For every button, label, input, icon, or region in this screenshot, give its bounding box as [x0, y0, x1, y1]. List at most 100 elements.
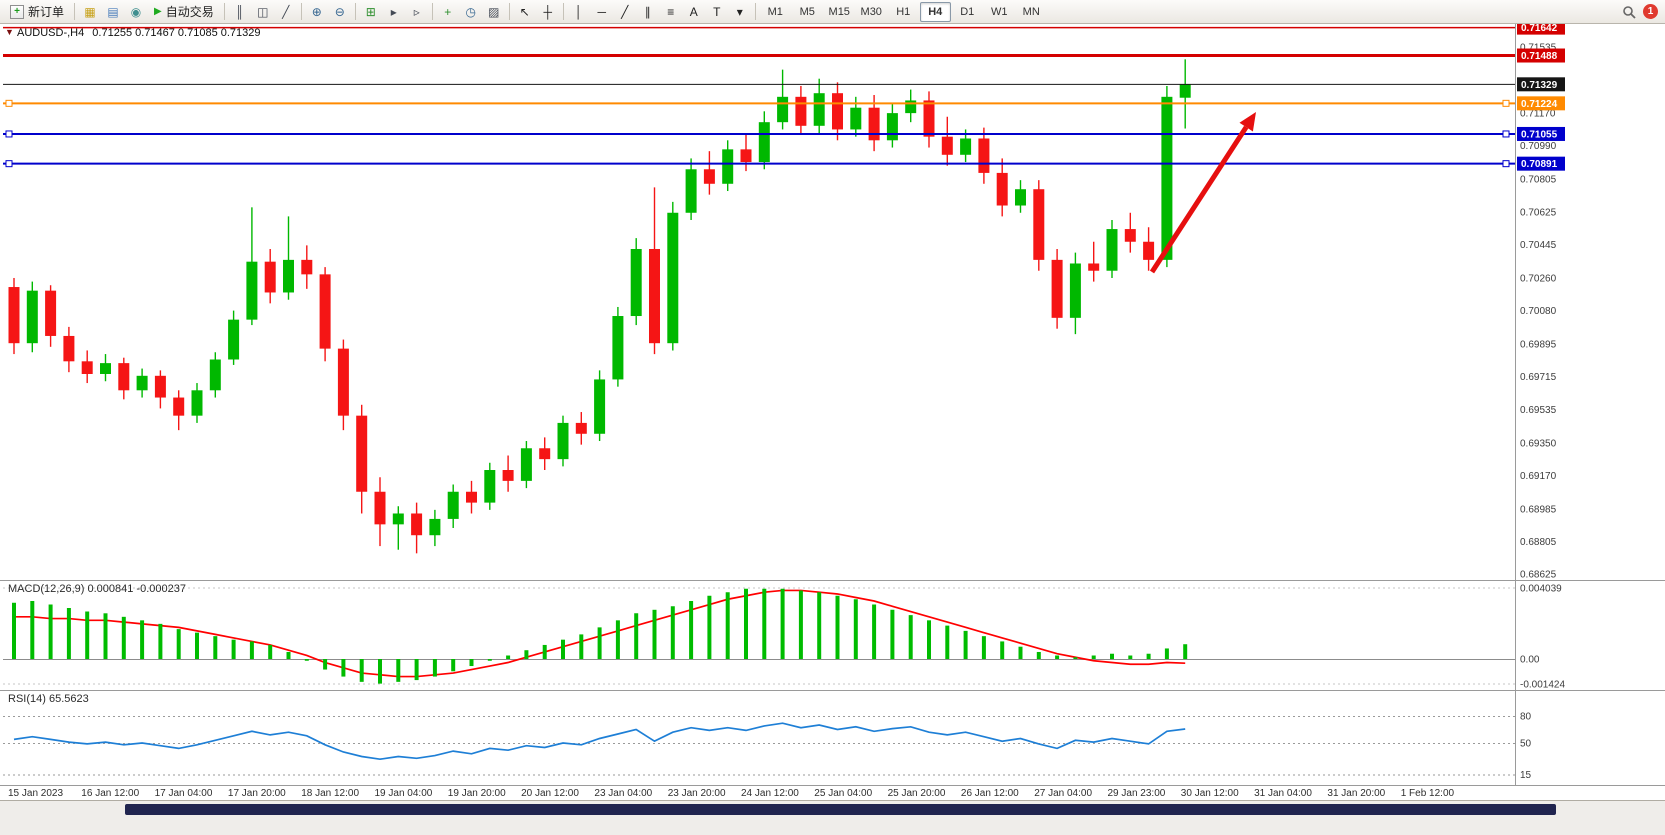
level-current-price[interactable]: 0.71329: [3, 77, 1565, 92]
price-axis[interactable]: 0.71535 0.71170 0.70990 0.70805 0.70625 0.704…: [1520, 43, 1557, 581]
level-support-lower[interactable]: 0.70891: [3, 156, 1565, 171]
level-resistance-upper[interactable]: 0.71642: [3, 20, 1565, 35]
svg-text:0.70080: 0.70080: [1520, 306, 1557, 317]
chart-title: AUDUSD-,H4 0.71255 0.71467 0.71085 0.713…: [17, 27, 261, 39]
svg-text:31 Jan 20:00: 31 Jan 20:00: [1327, 788, 1385, 799]
timeframe-button-h4[interactable]: H4: [919, 1, 951, 22]
candles: [8, 59, 1191, 554]
svg-text:25 Jan 20:00: 25 Jan 20:00: [888, 788, 946, 799]
auto-scroll-icon[interactable]: ▸: [390, 4, 397, 19]
charts-icon[interactable]: ▦: [84, 4, 96, 19]
svg-text:0.71329: 0.71329: [1521, 80, 1558, 91]
time-axis[interactable]: 15 Jan 2023 16 Jan 12:00 17 Jan 04:00 17 Ja…: [8, 788, 1455, 799]
text-icon[interactable]: A: [689, 4, 698, 19]
shapes-icon[interactable]: ▾: [736, 4, 743, 19]
timeframe-button-m5[interactable]: M5: [799, 5, 815, 18]
macd-indicator-label: MACD(12,26,9) 0.000841 -0.000237: [8, 583, 186, 595]
toolbar-icon-group: ▦ ▤ ◉: [79, 1, 147, 22]
svg-text:0.69350: 0.69350: [1520, 438, 1557, 449]
periods-icon[interactable]: ◷: [465, 4, 476, 19]
zoom-out-icon[interactable]: ⊖: [334, 4, 345, 19]
chart-shift-icon[interactable]: ▹: [413, 4, 420, 19]
zoom-in-icon[interactable]: ⊕: [311, 4, 322, 19]
level-resistance-lower[interactable]: 0.71488: [3, 48, 1565, 63]
search-icon[interactable]: [1622, 5, 1636, 19]
candlestick-chart-icon[interactable]: ◫: [257, 4, 269, 19]
chart-symbol-period: AUDUSD-,H4: [17, 27, 85, 39]
tile-windows-icon[interactable]: ⊞: [365, 4, 376, 19]
line-chart-icon[interactable]: ╱: [282, 4, 290, 19]
svg-text:27 Jan 04:00: 27 Jan 04:00: [1034, 788, 1092, 799]
svg-text:0.71642: 0.71642: [1521, 23, 1558, 34]
level-handle: [1502, 160, 1510, 168]
toolbar-icon-groups: ║ ◫ ╱ ⊕ ⊖ ⊞ ▸ ▹ + ◷ ▨ ↖ ┼ │ ─ ╱ ∥ ≡ A T ▾: [229, 1, 751, 22]
timeframe-button-mn[interactable]: MN: [1022, 5, 1040, 18]
timeframe-button-d1[interactable]: D1: [960, 5, 975, 18]
new-order-icon: +: [10, 4, 24, 19]
timeframe-button-w1[interactable]: W1: [990, 5, 1008, 18]
svg-text:-0.001424: -0.001424: [1520, 680, 1565, 691]
timeframe-button-m15[interactable]: M15: [828, 5, 850, 18]
svg-text:0.70625: 0.70625: [1520, 207, 1557, 218]
toolbar: + 新订单 ▦ ▤ ◉ ▶ 自动交易 ║ ◫ ╱ ⊕ ⊖ ⊞ ▸ ▹ + ◷ ▨ ↖ ┼ │ ─ ╱ ∥ ≡ A T ▾ M…: [0, 0, 1665, 24]
new-order-button[interactable]: + 新订单: [4, 1, 70, 23]
label-icon[interactable]: T: [713, 4, 721, 19]
add-indicator-icon[interactable]: +: [444, 4, 452, 19]
autotrading-icon: ▶: [154, 6, 162, 17]
price-badge: [1517, 48, 1565, 63]
level-support-upper[interactable]: 0.71055: [3, 126, 1565, 141]
svg-text:26 Jan 12:00: 26 Jan 12:00: [961, 788, 1019, 799]
svg-text:0.69715: 0.69715: [1520, 372, 1557, 383]
svg-text:16 Jan 12:00: 16 Jan 12:00: [81, 788, 139, 799]
svg-text:24 Jan 12:00: 24 Jan 12:00: [741, 788, 799, 799]
news-icon[interactable]: ◉: [130, 4, 142, 19]
level-handle: [5, 130, 13, 138]
bar-chart-icon[interactable]: ║: [235, 4, 244, 19]
svg-text:0.004039: 0.004039: [1520, 584, 1562, 595]
svg-text:17 Jan 20:00: 17 Jan 20:00: [228, 788, 286, 799]
trendline-icon[interactable]: ╱: [621, 4, 629, 19]
svg-text:23 Jan 20:00: 23 Jan 20:00: [668, 788, 726, 799]
timeframe-button-m30[interactable]: M30: [860, 5, 882, 18]
svg-text:0.71535: 0.71535: [1520, 43, 1557, 54]
svg-text:1 Feb 12:00: 1 Feb 12:00: [1401, 788, 1455, 799]
svg-text:17 Jan 04:00: 17 Jan 04:00: [155, 788, 213, 799]
templates-icon[interactable]: ▨: [488, 4, 500, 19]
toolbar-separator: [300, 3, 302, 20]
toolbar-separator: [223, 3, 225, 20]
autotrading-button[interactable]: ▶ 自动交易: [148, 1, 220, 23]
svg-text:0.70260: 0.70260: [1520, 273, 1557, 284]
horizontal-line-icon[interactable]: ─: [597, 4, 606, 19]
chart-ohlc-values: 0.71255 0.71467 0.71085 0.71329: [92, 27, 261, 39]
rsi-indicator-label: RSI(14) 65.5623: [8, 693, 89, 705]
level-pivot-orange[interactable]: 0.71224: [3, 96, 1565, 111]
vertical-line-icon[interactable]: │: [574, 4, 583, 19]
svg-text:23 Jan 04:00: 23 Jan 04:00: [594, 788, 652, 799]
cursor-icon[interactable]: ↖: [519, 4, 530, 19]
timeframe-button-h1[interactable]: H1: [896, 5, 911, 18]
rsi-line: [13, 722, 1186, 761]
toolbar-separator: [508, 3, 510, 20]
channel-icon[interactable]: ∥: [644, 4, 651, 19]
timeframe-button-m1[interactable]: M1: [767, 5, 783, 18]
svg-text:0.71170: 0.71170: [1520, 109, 1556, 120]
toolbar-right: 1: [1622, 4, 1661, 19]
price-badge: [1517, 96, 1565, 111]
svg-text:0.70891: 0.70891: [1521, 159, 1558, 170]
svg-text:0.70990: 0.70990: [1520, 141, 1557, 152]
fibonacci-icon[interactable]: ≡: [667, 4, 675, 19]
svg-text:50: 50: [1520, 739, 1532, 750]
profiles-icon[interactable]: ▤: [107, 4, 119, 19]
horizontal-scrollbar-track[interactable]: [0, 800, 1665, 835]
svg-text:30 Jan 12:00: 30 Jan 12:00: [1181, 788, 1239, 799]
crosshair-icon[interactable]: ┼: [543, 4, 552, 19]
notification-badge[interactable]: 1: [1643, 4, 1658, 19]
svg-text:0.68625: 0.68625: [1520, 570, 1557, 581]
svg-text:0.71055: 0.71055: [1521, 129, 1558, 140]
svg-text:20 Jan 12:00: 20 Jan 12:00: [521, 788, 579, 799]
chart-symbol-marker-icon: ▼: [5, 27, 14, 37]
horizontal-scrollbar-thumb[interactable]: [125, 804, 1556, 815]
timeframe-buttons: M1 M5 M15 M30 H1 H4 D1 W1 MN: [760, 1, 1047, 22]
trend-arrow-annotation[interactable]: [1149, 112, 1256, 274]
